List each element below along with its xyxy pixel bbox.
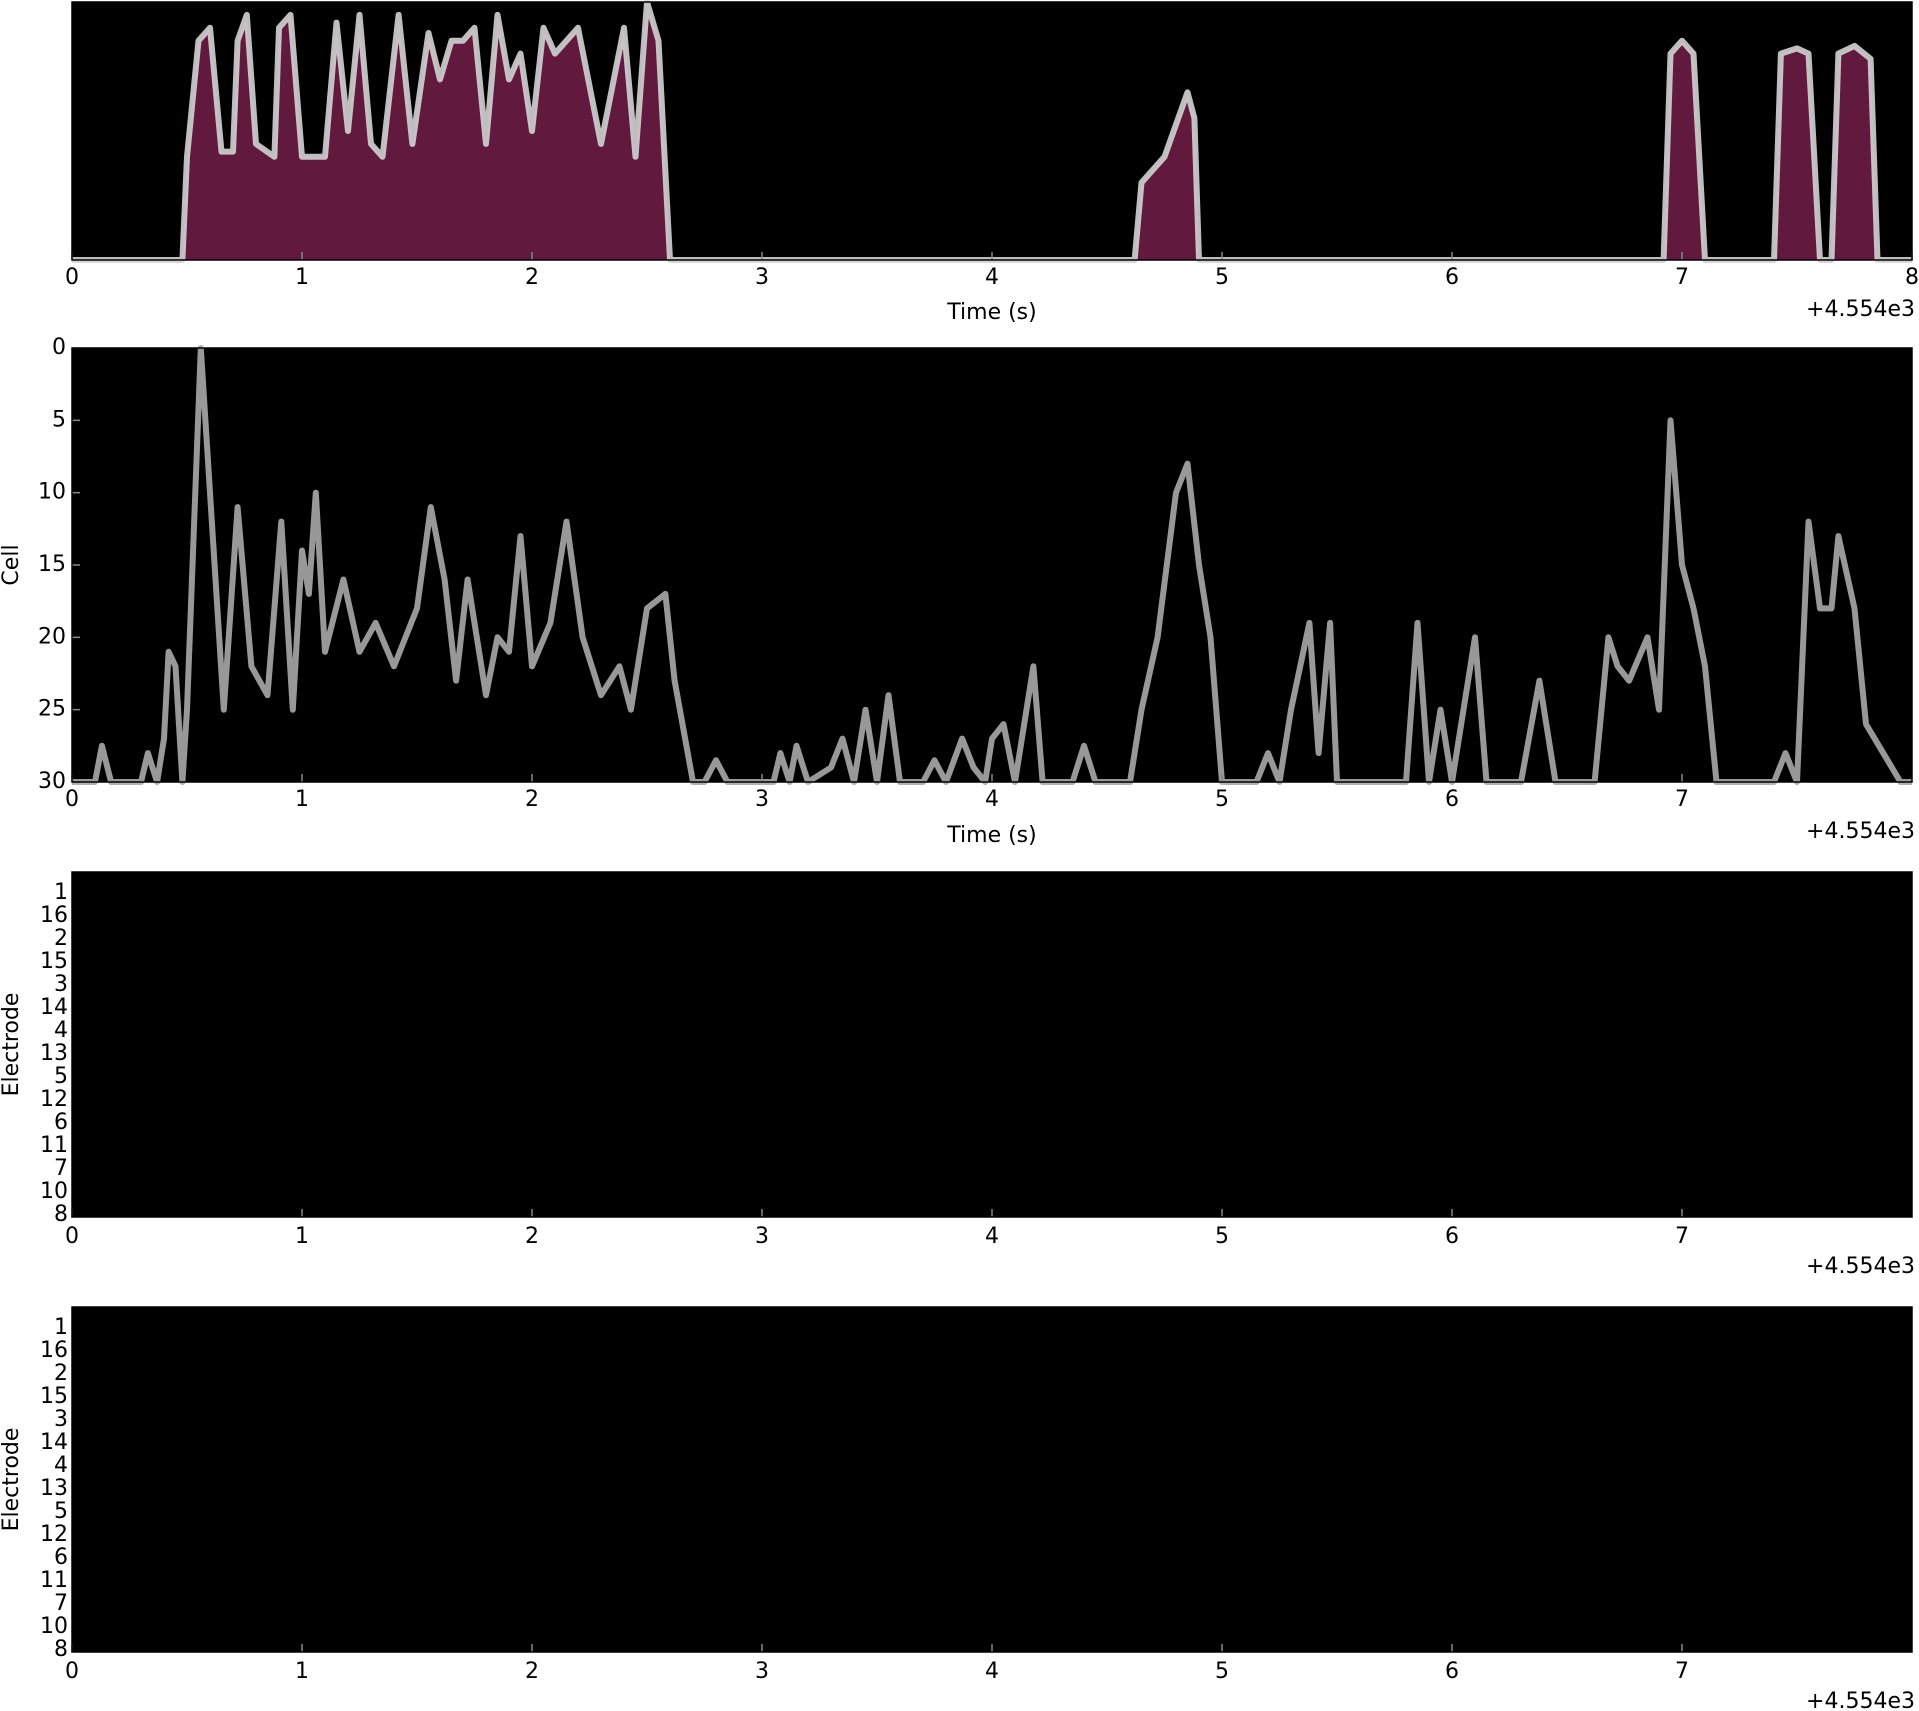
row-label: 1 (54, 880, 68, 905)
plot-area (72, 872, 1912, 1217)
row-label: 15 (40, 949, 68, 974)
row-label: 3 (54, 1407, 68, 1432)
offset-label: +4.554e3 (1806, 1689, 1915, 1711)
row-label: 6 (54, 1545, 68, 1570)
x-tick-label: 5 (1215, 787, 1229, 812)
x-tick-label: 2 (525, 787, 539, 812)
x-tick-label: 3 (755, 787, 769, 812)
row-label: 12 (40, 1522, 68, 1547)
x-axis-label: Time (s) (946, 823, 1036, 848)
x-tick-label: 7 (1675, 787, 1689, 812)
x-tick-label: 6 (1445, 1659, 1459, 1684)
x-tick-label: 0 (65, 1224, 79, 1249)
x-tick-label: 7 (1675, 265, 1689, 290)
row-label: 2 (54, 1361, 68, 1386)
x-tick-label: 6 (1445, 787, 1459, 812)
row-label: 8 (54, 1202, 68, 1227)
y-tick-label: 15 (38, 552, 66, 577)
plot-frame (71, 347, 1913, 783)
x-tick-label: 0 (65, 1659, 79, 1684)
plot-area (72, 348, 1912, 782)
plot-frame (71, 871, 1913, 1218)
row-label: 16 (40, 1338, 68, 1363)
x-tick-label: 4 (985, 1659, 999, 1684)
plot-frame (71, 1306, 1913, 1653)
x-tick-label: 2 (525, 1224, 539, 1249)
x-tick-label: 1 (295, 265, 309, 290)
row-label: 1 (54, 1315, 68, 1340)
row-label: 14 (40, 1430, 68, 1455)
x-tick-label: 3 (755, 265, 769, 290)
offset-label: +4.554e3 (1806, 819, 1915, 844)
x-tick-label: 1 (295, 787, 309, 812)
x-tick-label: 0 (65, 787, 79, 812)
x-tick-label: 7 (1675, 1659, 1689, 1684)
x-tick-label: 4 (985, 787, 999, 812)
row-label: 15 (40, 1384, 68, 1409)
x-tick-label: 6 (1445, 1224, 1459, 1249)
row-label: 13 (40, 1041, 68, 1066)
plot-frame (71, 1, 1913, 261)
row-label: 13 (40, 1476, 68, 1501)
x-tick-label: 5 (1215, 1659, 1229, 1684)
x-tick-label: 4 (985, 1224, 999, 1249)
row-label: 10 (40, 1179, 68, 1204)
x-tick-label: 3 (755, 1659, 769, 1684)
row-label: 5 (54, 1499, 68, 1524)
x-tick-label: 0 (65, 265, 79, 290)
x-tick-label: 5 (1215, 1224, 1229, 1249)
offset-label: +4.554e3 (1806, 297, 1915, 322)
row-label: 6 (54, 1110, 68, 1135)
y-tick-label: 30 (38, 769, 66, 794)
x-tick-label: 8 (1905, 265, 1919, 290)
y-axis-label: Electrode (0, 993, 24, 1097)
y-tick-label: 25 (38, 697, 66, 722)
row-label: 7 (54, 1156, 68, 1181)
x-tick-label: 7 (1675, 1224, 1689, 1249)
x-tick-label: 5 (1215, 265, 1229, 290)
row-label: 8 (54, 1637, 68, 1662)
offset-label: +4.554e3 (1806, 1254, 1915, 1279)
x-axis-label: Time (s) (946, 300, 1036, 325)
x-tick-label: 1 (295, 1659, 309, 1684)
row-label: 12 (40, 1087, 68, 1112)
x-tick-label: 1 (295, 1224, 309, 1249)
spectrogram-area (72, 2, 1912, 260)
row-label: 14 (40, 995, 68, 1020)
x-tick-label: 2 (525, 1659, 539, 1684)
y-tick-label: 10 (38, 480, 66, 505)
x-tick-label: 6 (1445, 265, 1459, 290)
row-label: 3 (54, 972, 68, 997)
y-axis-label: Cell (0, 544, 24, 585)
row-label: 5 (54, 1064, 68, 1089)
row-label: 10 (40, 1614, 68, 1639)
y-tick-label: 0 (52, 335, 66, 360)
row-label: 11 (40, 1568, 68, 1593)
row-label: 16 (40, 903, 68, 928)
x-tick-label: 3 (755, 1224, 769, 1249)
row-label: 4 (54, 1453, 68, 1478)
y-tick-label: 5 (52, 407, 66, 432)
y-axis-label: Electrode (0, 1428, 24, 1532)
row-label: 11 (40, 1133, 68, 1158)
x-tick-label: 2 (525, 265, 539, 290)
row-label: 4 (54, 1018, 68, 1043)
row-label: 2 (54, 926, 68, 951)
y-tick-label: 20 (38, 624, 66, 649)
plot-area (72, 1307, 1912, 1652)
row-label: 7 (54, 1591, 68, 1616)
x-tick-label: 4 (985, 265, 999, 290)
